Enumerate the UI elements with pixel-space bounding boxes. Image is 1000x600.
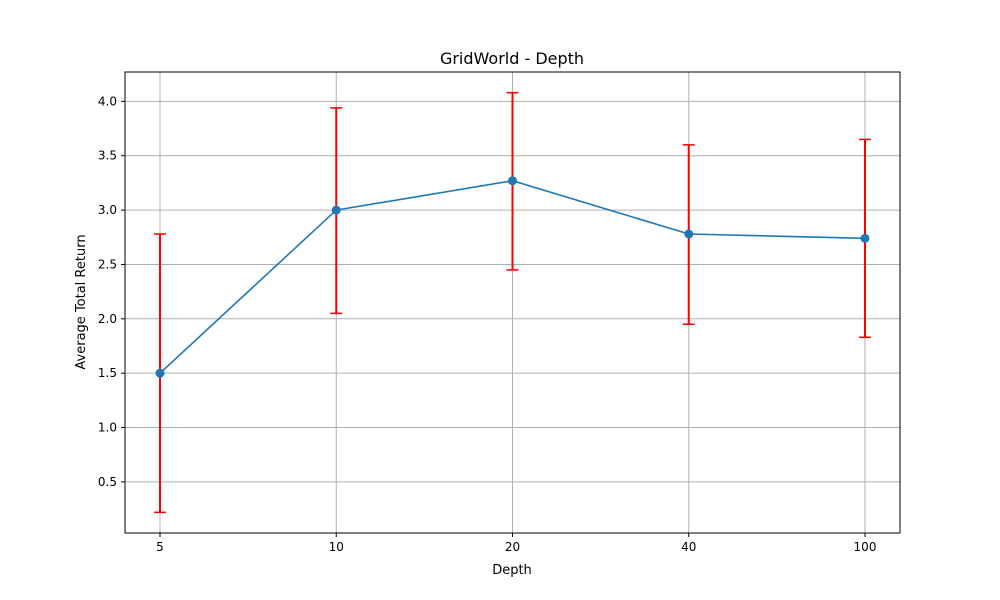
data-point — [155, 368, 165, 378]
chart-title: GridWorld - Depth — [440, 49, 584, 68]
data-point — [331, 205, 341, 215]
data-point — [684, 229, 694, 239]
y-tick-label: 2.5 — [98, 257, 117, 271]
x-axis-ticks: 5 10 20 40 100 — [156, 533, 876, 554]
x-tick-label: 10 — [329, 540, 344, 554]
x-tick-label: 40 — [681, 540, 696, 554]
x-tick-label: 20 — [505, 540, 520, 554]
y-tick-label: 4.0 — [98, 94, 117, 108]
x-tick-label: 100 — [854, 540, 877, 554]
y-tick-label: 0.5 — [98, 475, 117, 489]
y-tick-label: 3.5 — [98, 149, 117, 163]
data-point — [508, 176, 517, 186]
y-axis-label: Average Total Return — [74, 234, 89, 369]
y-tick-label: 1.0 — [98, 421, 117, 435]
x-tick-label: 5 — [156, 540, 164, 554]
y-tick-label: 2.0 — [98, 312, 117, 326]
x-axis-label: Depth — [492, 563, 532, 578]
marker-layer — [155, 176, 870, 378]
y-axis-ticks: 0.5 1.0 1.5 2.0 2.5 3.0 3.5 4.0 — [98, 94, 125, 489]
data-point — [860, 233, 870, 243]
y-tick-label: 3.0 — [98, 203, 117, 217]
y-tick-label: 1.5 — [98, 366, 117, 380]
